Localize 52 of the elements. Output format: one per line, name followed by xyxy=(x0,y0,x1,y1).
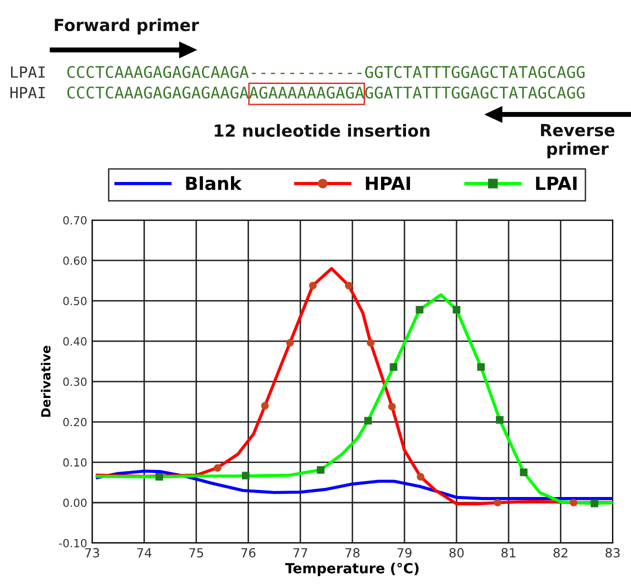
x-tick-label: 74 xyxy=(137,548,152,558)
y-tick-label: 0.50 xyxy=(63,296,87,306)
legend-label: Blank xyxy=(186,176,242,190)
legend-label: HPAI xyxy=(366,176,410,190)
point xyxy=(155,472,164,481)
point xyxy=(309,282,317,290)
x-tick-label: 77 xyxy=(293,548,308,558)
y-tick-label: 0.00 xyxy=(63,498,87,507)
point xyxy=(364,416,372,424)
text: Forward primer xyxy=(54,18,200,34)
y-tick-label: 0.60 xyxy=(63,256,87,265)
point xyxy=(214,464,222,472)
text: Reverse primer xyxy=(541,124,614,158)
point xyxy=(416,472,424,481)
text: LPAI xyxy=(11,66,45,78)
y-tick-label: -0.10 xyxy=(59,538,87,548)
y-tick-label: 0.30 xyxy=(63,378,87,386)
x-tick-label: 73 xyxy=(85,548,100,558)
x-axis-title: Temperature (°C) xyxy=(285,562,419,576)
point xyxy=(390,363,398,371)
y-tick-label: 0.40 xyxy=(63,337,87,346)
x-tick-label: 75 xyxy=(189,548,204,558)
point xyxy=(496,416,504,424)
y-axis-title: Derivative xyxy=(40,346,51,417)
point xyxy=(316,466,324,474)
x-tick-label: 83 xyxy=(606,548,620,558)
x-tick-label: 82 xyxy=(554,548,568,558)
y-tick-label: 0.70 xyxy=(63,216,87,225)
legend-label: LPAI xyxy=(536,176,577,190)
point xyxy=(590,500,598,508)
point xyxy=(520,468,528,476)
x-tick-label: 78 xyxy=(345,548,360,558)
point xyxy=(494,498,502,506)
text: 12 nucleotide insertion xyxy=(214,124,430,137)
text: CCCTCAAAGAGAGACAAGA------------GGTCTATTTGGAGCTATAGCAGG xyxy=(67,66,585,78)
point xyxy=(416,306,424,314)
x-tick-label: 76 xyxy=(241,548,256,558)
point xyxy=(477,363,485,371)
point xyxy=(242,472,250,480)
point xyxy=(388,402,396,410)
point xyxy=(261,402,269,410)
point xyxy=(286,339,294,347)
point xyxy=(452,306,460,314)
point xyxy=(570,498,578,506)
text: HPAI xyxy=(10,87,45,98)
x-tick-label: 81 xyxy=(501,548,516,558)
x-tick-label: 80 xyxy=(449,548,464,558)
y-tick-label: 0.20 xyxy=(63,418,87,426)
x-tick-label: 79 xyxy=(398,548,412,558)
y-tick-label: 0.10 xyxy=(63,458,87,467)
point xyxy=(366,339,374,347)
point xyxy=(344,282,353,290)
